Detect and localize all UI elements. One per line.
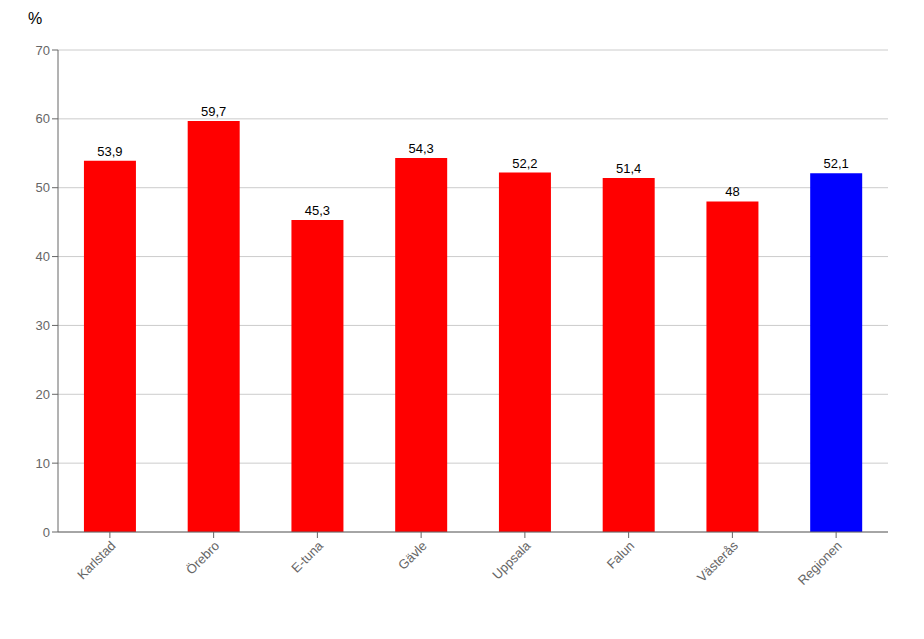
svg-text:E-tuna: E-tuna <box>288 538 326 576</box>
svg-text:40: 40 <box>36 249 50 264</box>
svg-text:70: 70 <box>36 43 50 58</box>
svg-text:54,3: 54,3 <box>409 141 434 156</box>
svg-text:52,2: 52,2 <box>512 156 537 171</box>
svg-text:52,1: 52,1 <box>824 156 849 171</box>
svg-text:60: 60 <box>36 111 50 126</box>
svg-text:50: 50 <box>36 180 50 195</box>
svg-text:Falun: Falun <box>604 538 638 572</box>
svg-text:59,7: 59,7 <box>201 104 226 119</box>
svg-text:Regionen: Regionen <box>795 538 845 588</box>
svg-text:Västerås: Västerås <box>694 538 741 585</box>
svg-text:10: 10 <box>36 456 50 471</box>
svg-text:51,4: 51,4 <box>616 161 641 176</box>
svg-text:0: 0 <box>43 525 50 540</box>
svg-text:53,9: 53,9 <box>97 144 122 159</box>
svg-text:20: 20 <box>36 387 50 402</box>
svg-text:45,3: 45,3 <box>305 203 330 218</box>
svg-text:Örebro: Örebro <box>183 538 222 577</box>
svg-text:Karlstad: Karlstad <box>74 538 118 582</box>
svg-text:Uppsala: Uppsala <box>489 538 534 583</box>
svg-text:30: 30 <box>36 318 50 333</box>
svg-text:Gävle: Gävle <box>395 538 430 573</box>
svg-text:48: 48 <box>725 184 739 199</box>
